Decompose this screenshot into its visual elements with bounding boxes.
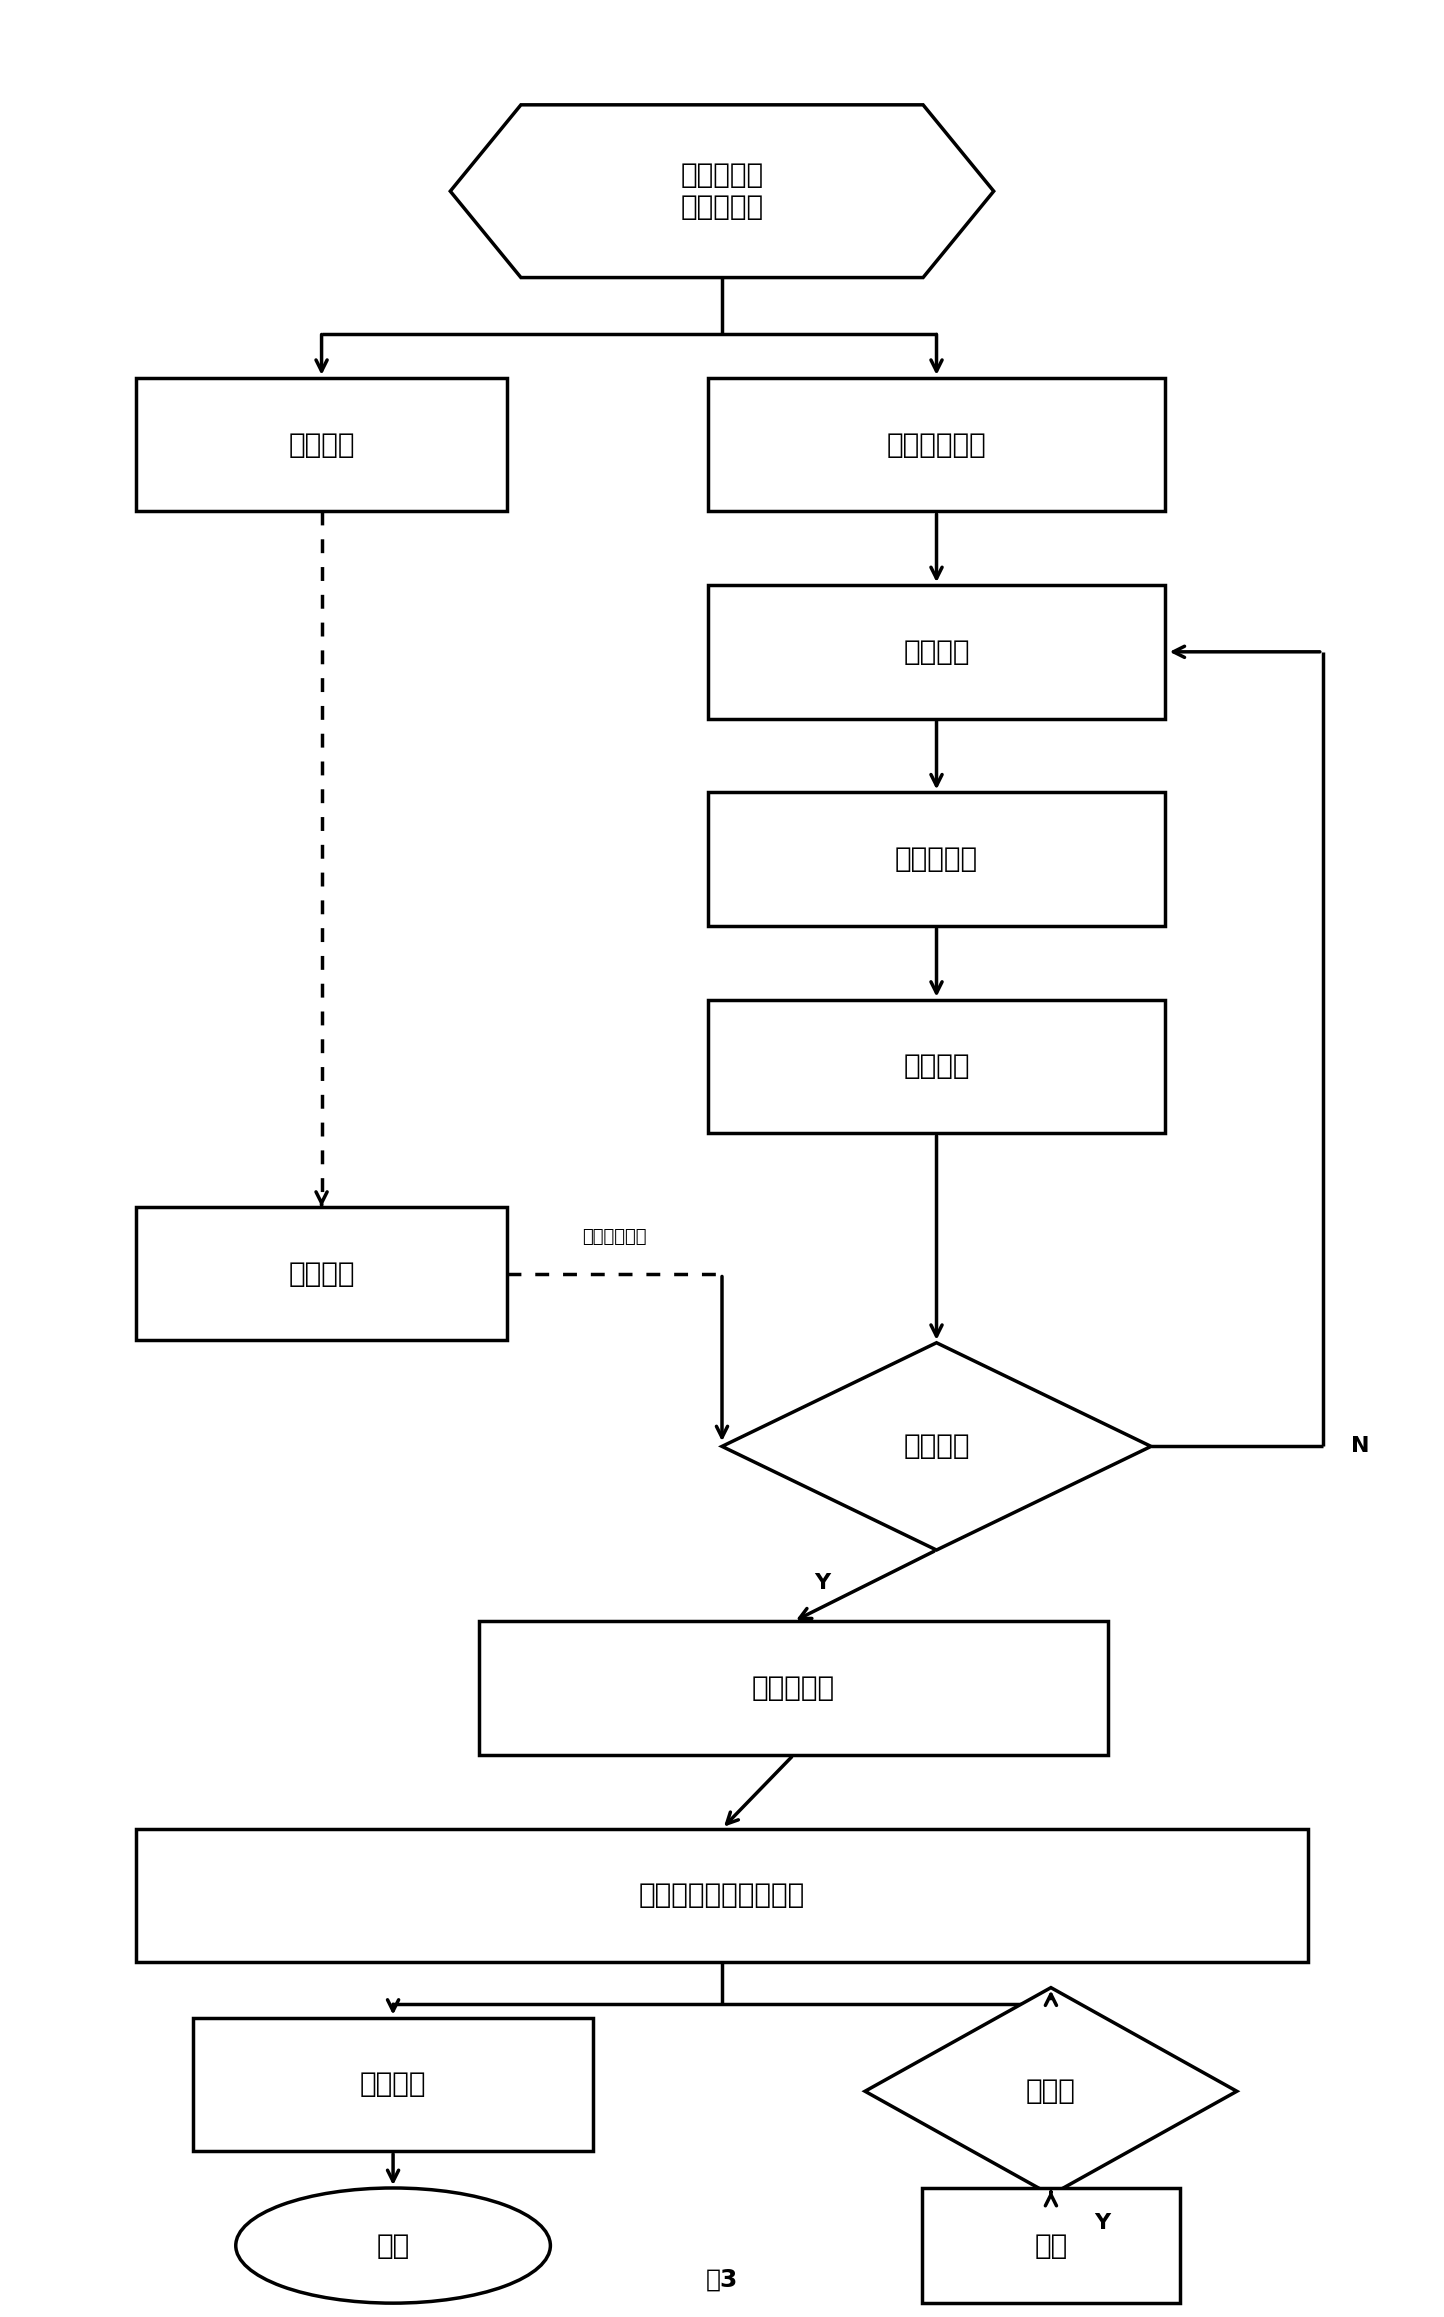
FancyBboxPatch shape — [136, 378, 507, 512]
Text: 分析比较，识别目标体: 分析比较，识别目标体 — [638, 1881, 806, 1909]
FancyBboxPatch shape — [193, 2018, 593, 2150]
Text: 涵水体: 涵水体 — [1027, 2078, 1076, 2106]
Text: N: N — [1352, 1437, 1370, 1457]
Polygon shape — [451, 104, 993, 278]
Text: 报警: 报警 — [1034, 2231, 1067, 2259]
Text: 图3: 图3 — [706, 2268, 738, 2292]
Text: 停止信号采集: 停止信号采集 — [582, 1228, 647, 1247]
Text: 信号采样: 信号采样 — [904, 1052, 970, 1080]
Text: 结束: 结束 — [377, 2231, 410, 2259]
Text: Y: Y — [814, 1573, 830, 1594]
Text: 准备爆破和
安装传感器: 准备爆破和 安装传感器 — [680, 160, 764, 222]
Text: 计算参量值: 计算参量值 — [752, 1675, 835, 1703]
FancyBboxPatch shape — [708, 584, 1165, 718]
Text: 启动爆破: 启动爆破 — [289, 431, 355, 459]
FancyBboxPatch shape — [923, 2187, 1180, 2303]
FancyBboxPatch shape — [708, 792, 1165, 927]
FancyBboxPatch shape — [136, 1207, 507, 1342]
Text: 停止采集: 停止采集 — [904, 1432, 970, 1460]
FancyBboxPatch shape — [708, 999, 1165, 1133]
FancyBboxPatch shape — [708, 378, 1165, 512]
Polygon shape — [865, 1988, 1238, 2194]
Text: 信号预处理: 信号预处理 — [895, 846, 978, 874]
Text: 启动信号采集: 启动信号采集 — [887, 431, 986, 459]
FancyBboxPatch shape — [136, 1828, 1308, 1962]
Text: 图形显示: 图形显示 — [360, 2071, 426, 2099]
FancyBboxPatch shape — [479, 1622, 1108, 1754]
Polygon shape — [722, 1344, 1151, 1550]
Text: 爆破结束: 爆破结束 — [289, 1260, 355, 1288]
Text: 接收信号: 接收信号 — [904, 637, 970, 665]
Ellipse shape — [235, 2187, 550, 2303]
Text: Y: Y — [1093, 2213, 1110, 2234]
